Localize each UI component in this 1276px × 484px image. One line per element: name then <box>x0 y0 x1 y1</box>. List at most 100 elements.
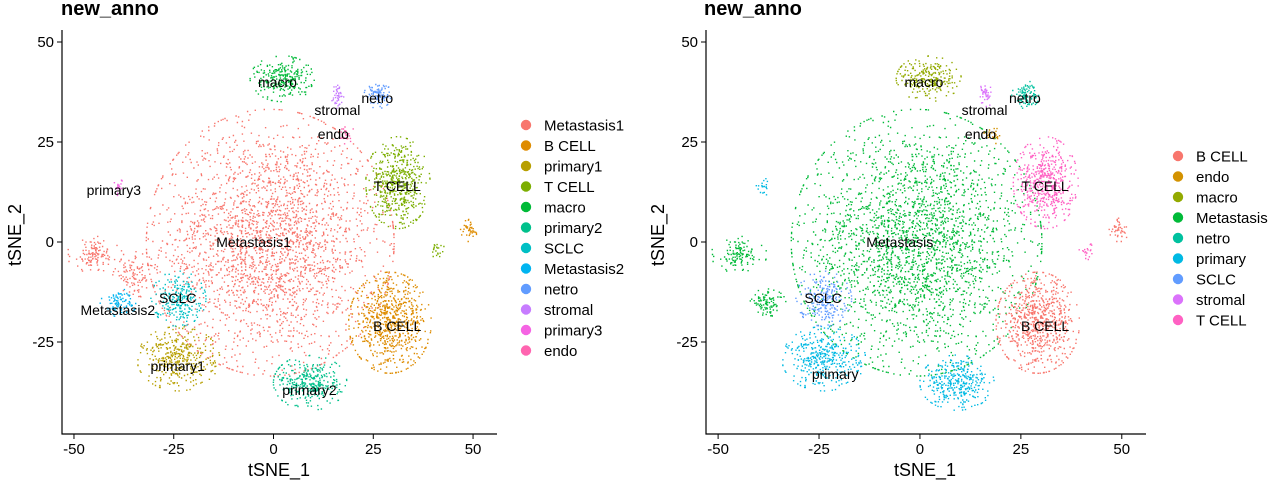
y-axis-title: tSNE_2 <box>648 204 669 266</box>
legend-item: macro <box>520 200 586 217</box>
cluster-point-cloud <box>459 218 478 243</box>
legend-item: B CELL <box>1172 149 1248 166</box>
cluster-points <box>272 354 348 411</box>
cluster-point-cloud <box>150 270 207 327</box>
cluster-point-cloud <box>67 235 123 272</box>
cluster-points <box>340 126 354 145</box>
cluster-label: B CELL <box>1021 318 1069 334</box>
legend-key <box>1172 191 1184 203</box>
cluster-point-cloud <box>919 354 995 411</box>
legend-label: B CELL <box>544 138 596 155</box>
cluster-label: netro <box>361 90 393 106</box>
cluster-points <box>363 83 392 109</box>
cluster-point-cloud <box>113 179 123 197</box>
legend-item: Metastasis1 <box>520 118 624 135</box>
legend-item: SCLC <box>520 241 584 258</box>
legend-item: primary2 <box>520 220 602 237</box>
cluster-label: Metastasis <box>866 234 933 250</box>
legend-key <box>520 283 532 295</box>
cluster-points <box>459 218 478 243</box>
legend-item: T CELL <box>1172 313 1247 330</box>
legend-label: T CELL <box>1196 313 1247 330</box>
cluster-point-cloud <box>795 270 853 327</box>
legend-label: primary2 <box>544 220 602 237</box>
cluster-points <box>919 354 995 411</box>
axes: -50 -25 0 25 50 -25 0 25 50 <box>676 30 1146 458</box>
cluster-point-cloud <box>979 85 992 108</box>
legend-key <box>520 119 532 131</box>
legend-key <box>1172 171 1184 182</box>
x-tick-label: -50 <box>63 441 85 458</box>
y-tick-label: 0 <box>690 234 698 251</box>
legend-key <box>520 304 532 315</box>
y-tick-label: 50 <box>37 34 54 51</box>
cluster-points <box>432 243 445 258</box>
legend-label: Metastasis <box>1196 210 1268 227</box>
legend-item: stromal <box>520 302 593 319</box>
cluster-point-cloud <box>983 127 1001 145</box>
cluster-points <box>1011 80 1040 109</box>
legend-label: primary <box>1196 251 1247 268</box>
cluster-points <box>145 108 395 377</box>
y-axis-title: tSNE_2 <box>5 204 26 266</box>
cluster-point-cloud <box>331 84 345 109</box>
cluster-label: T CELL <box>1021 178 1068 194</box>
legend-item: primary1 <box>520 159 602 176</box>
cluster-point-cloud <box>1012 136 1079 230</box>
y-tick-label: 25 <box>681 134 698 151</box>
cluster-point-cloud <box>895 55 962 102</box>
legend-key <box>1172 294 1184 305</box>
legend: B CELL endo macro Metastasis netro primary SCL… <box>1172 149 1268 330</box>
cluster-point-cloud <box>365 136 431 230</box>
cluster-points <box>1012 136 1079 230</box>
cluster-point-cloud <box>432 243 445 258</box>
x-tick-label: 50 <box>1113 441 1130 458</box>
x-tick-label: 50 <box>465 441 482 458</box>
x-tick-label: 0 <box>916 441 924 458</box>
legend-item: endo <box>520 343 577 360</box>
cluster-points <box>1108 217 1128 243</box>
legend-item: netro <box>1172 231 1230 248</box>
cluster-point-cloud <box>1078 243 1093 261</box>
legend-key <box>1172 212 1184 223</box>
legend-key <box>520 263 532 274</box>
legend-label: netro <box>544 282 578 299</box>
legend-item: primary <box>1172 251 1247 268</box>
y-tick-label: 0 <box>46 234 54 251</box>
cluster-point-cloud <box>99 288 137 317</box>
legend-key <box>1172 273 1184 285</box>
legend-item: SCLC <box>1172 272 1236 289</box>
cluster-points <box>331 84 345 109</box>
legend-key <box>1172 314 1184 326</box>
legend-label: Metastasis2 <box>544 261 624 278</box>
legend-item: primary3 <box>520 323 602 340</box>
legend-key <box>520 160 532 172</box>
cluster-label: Metastasis2 <box>81 302 156 318</box>
cluster-point-cloud <box>112 251 159 298</box>
cluster-point-cloud <box>272 354 348 411</box>
legend-label: Metastasis1 <box>544 118 624 135</box>
panel-title: new_anno <box>704 0 802 20</box>
cluster-label: T CELL <box>374 178 421 194</box>
x-tick-label: 0 <box>269 441 277 458</box>
legend-key <box>520 181 532 192</box>
x-tick-label: -25 <box>808 441 830 458</box>
legend-key <box>1172 232 1184 244</box>
legend-key <box>1172 150 1184 162</box>
tsne-panel-right: new_anno -50 -25 0 25 50 -25 0 25 50 tSNE_1 tSNE… <box>648 0 1268 481</box>
legend-label: primary3 <box>544 323 602 340</box>
legend-key <box>520 324 532 336</box>
legend-label: B CELL <box>1196 149 1248 166</box>
legend-key <box>520 242 532 254</box>
legend-label: T CELL <box>544 179 595 196</box>
legend-label: macro <box>1196 190 1238 207</box>
y-tick-label: 50 <box>681 34 698 51</box>
cluster-points <box>137 325 221 392</box>
legend-label: stromal <box>544 302 593 319</box>
cluster-label: stromal <box>314 102 360 118</box>
scatter-points <box>711 55 1128 411</box>
legend: Metastasis1 B CELL primary1 T CELL macro prim… <box>520 118 624 360</box>
cluster-points <box>365 136 431 230</box>
